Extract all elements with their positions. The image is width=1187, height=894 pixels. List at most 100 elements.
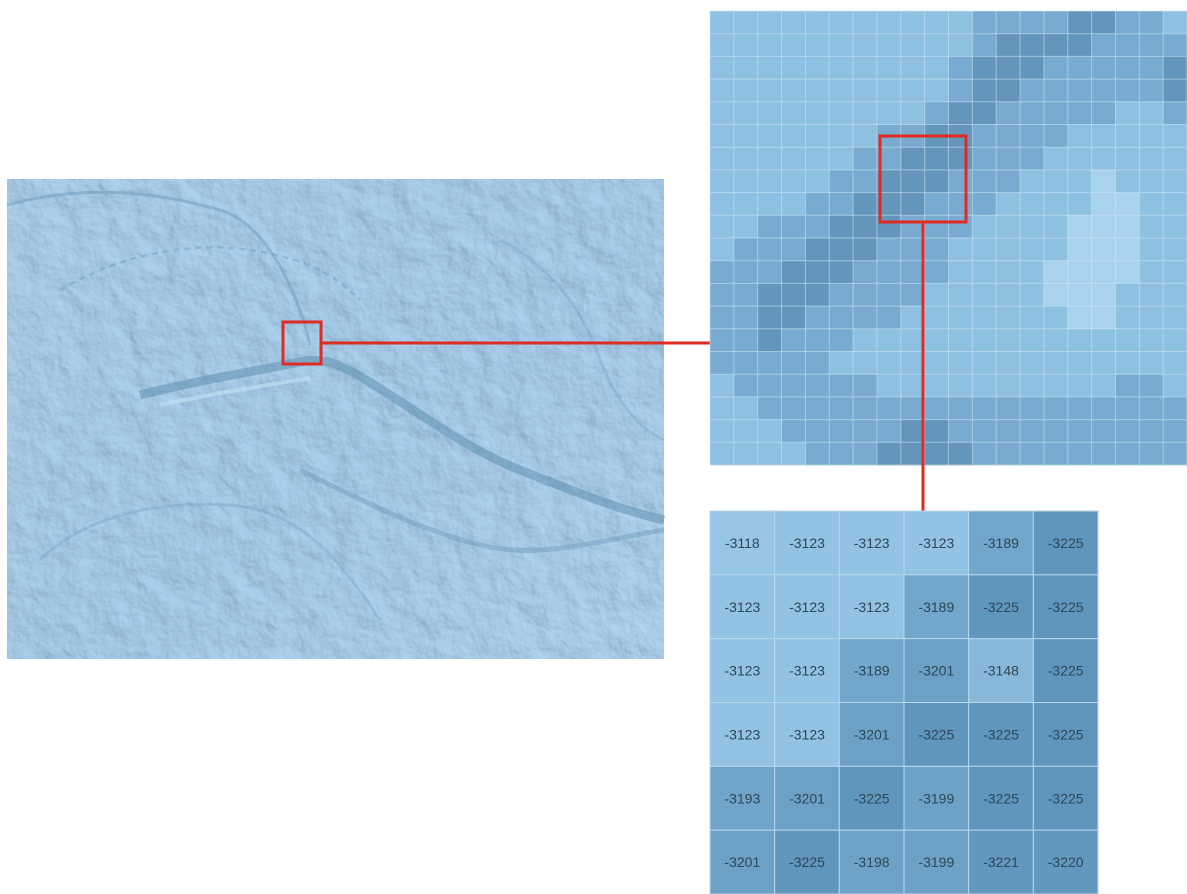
raster-cell (1020, 442, 1045, 466)
ridge-feature (298, 467, 665, 553)
raster-cell (1115, 351, 1140, 375)
trench-feature (59, 246, 361, 301)
depth-value-label: -3225 (983, 790, 1019, 806)
raster-cell (1020, 101, 1045, 125)
depth-value-label: -3189 (983, 535, 1019, 551)
raster-cell (876, 351, 902, 375)
raster-cell (853, 419, 878, 443)
raster-cell (1043, 396, 1069, 421)
raster-cell (1091, 56, 1116, 80)
value-cell (1032, 702, 1099, 767)
raster-cell (948, 169, 973, 194)
raster-cell (972, 147, 997, 171)
ridge-feature (138, 355, 665, 525)
raster-cell (996, 169, 1021, 194)
raster-cell (710, 169, 735, 194)
raster-cell (829, 396, 854, 421)
raster-cell (948, 215, 973, 239)
raster-cell (733, 124, 759, 148)
raster-cell (805, 374, 830, 398)
depth-value-label: -3201 (918, 663, 954, 679)
raster-cell (1067, 11, 1093, 35)
raster-cell (1091, 79, 1116, 103)
raster-cell (1020, 169, 1045, 194)
raster-cell (948, 396, 973, 421)
depth-value-label: -3225 (854, 790, 890, 806)
raster-cell (710, 33, 735, 57)
raster-cell (1020, 260, 1045, 284)
raster-cell (853, 442, 878, 466)
raster-cell (1043, 124, 1069, 148)
raster-cell (876, 56, 902, 80)
depth-value-label: -3198 (854, 854, 890, 870)
raster-cell (1115, 147, 1140, 171)
depth-value-label: -3123 (918, 535, 954, 551)
raster-cell (733, 283, 759, 307)
depth-value-label: -3220 (1048, 854, 1084, 870)
raster-cell (948, 11, 973, 35)
raster-cell (1163, 56, 1187, 80)
raster-cell (733, 419, 759, 443)
raster-cell (829, 101, 854, 125)
raster-cell (853, 192, 878, 216)
raster-cell (972, 260, 997, 284)
raster-cell (853, 283, 878, 307)
raster-cell (924, 419, 949, 443)
raster-cell (1139, 396, 1164, 421)
raster-cell (924, 283, 949, 307)
raster-cell (972, 169, 997, 194)
raster-cell (1091, 192, 1116, 216)
raster-cell (1067, 306, 1093, 330)
raster-cell (924, 260, 949, 284)
raster-cell (733, 147, 759, 171)
raster-cell (733, 11, 759, 35)
raster-cell (1043, 56, 1069, 80)
raster-cell (900, 33, 926, 57)
raster-cell (972, 192, 997, 216)
raster-cell (1043, 351, 1069, 375)
raster-cell (733, 79, 759, 103)
raster-cell (972, 79, 997, 103)
raster-cell (829, 419, 854, 443)
raster-cell (1091, 351, 1116, 375)
raster-cell (1163, 192, 1187, 216)
raster-cell (1091, 147, 1116, 171)
depth-value-label: -3221 (983, 854, 1019, 870)
raster-cell (972, 56, 997, 80)
raster-cell (972, 306, 997, 330)
raster-cell (900, 11, 926, 35)
raster-cell (1067, 328, 1093, 352)
value-cell (838, 638, 905, 703)
value-cell (709, 765, 776, 831)
raster-cell (829, 238, 854, 262)
raster-cell (710, 396, 735, 421)
raster-cell (805, 351, 830, 375)
raster-cell (781, 328, 806, 352)
raster-cell (829, 260, 854, 284)
raster-cell (996, 306, 1021, 330)
raster-cell (924, 11, 949, 35)
raster-cell (900, 169, 926, 194)
raster-cell (1043, 306, 1069, 330)
raster-cell (876, 192, 902, 216)
raster-cell (853, 238, 878, 262)
depth-value-label: -3189 (854, 663, 890, 679)
raster-cell (1067, 56, 1093, 80)
raster-cell (876, 396, 902, 421)
raster-cell (1139, 260, 1164, 284)
raster-cell (1139, 101, 1164, 125)
raster-cell (1091, 101, 1116, 125)
raster-cell (1163, 79, 1187, 103)
raster-cell (996, 147, 1021, 171)
depth-value-label: -3123 (789, 599, 825, 615)
raster-cell (924, 215, 949, 239)
depth-value-label: -3225 (1048, 599, 1084, 615)
overview-map (6, 179, 665, 659)
depth-value-label: -3225 (1048, 726, 1084, 742)
value-cell (709, 702, 776, 767)
raster-cell (853, 101, 878, 125)
raster-cell (996, 238, 1021, 262)
raster-cell (1020, 328, 1045, 352)
raster-cell (757, 396, 783, 421)
raster-cell (1020, 419, 1045, 443)
